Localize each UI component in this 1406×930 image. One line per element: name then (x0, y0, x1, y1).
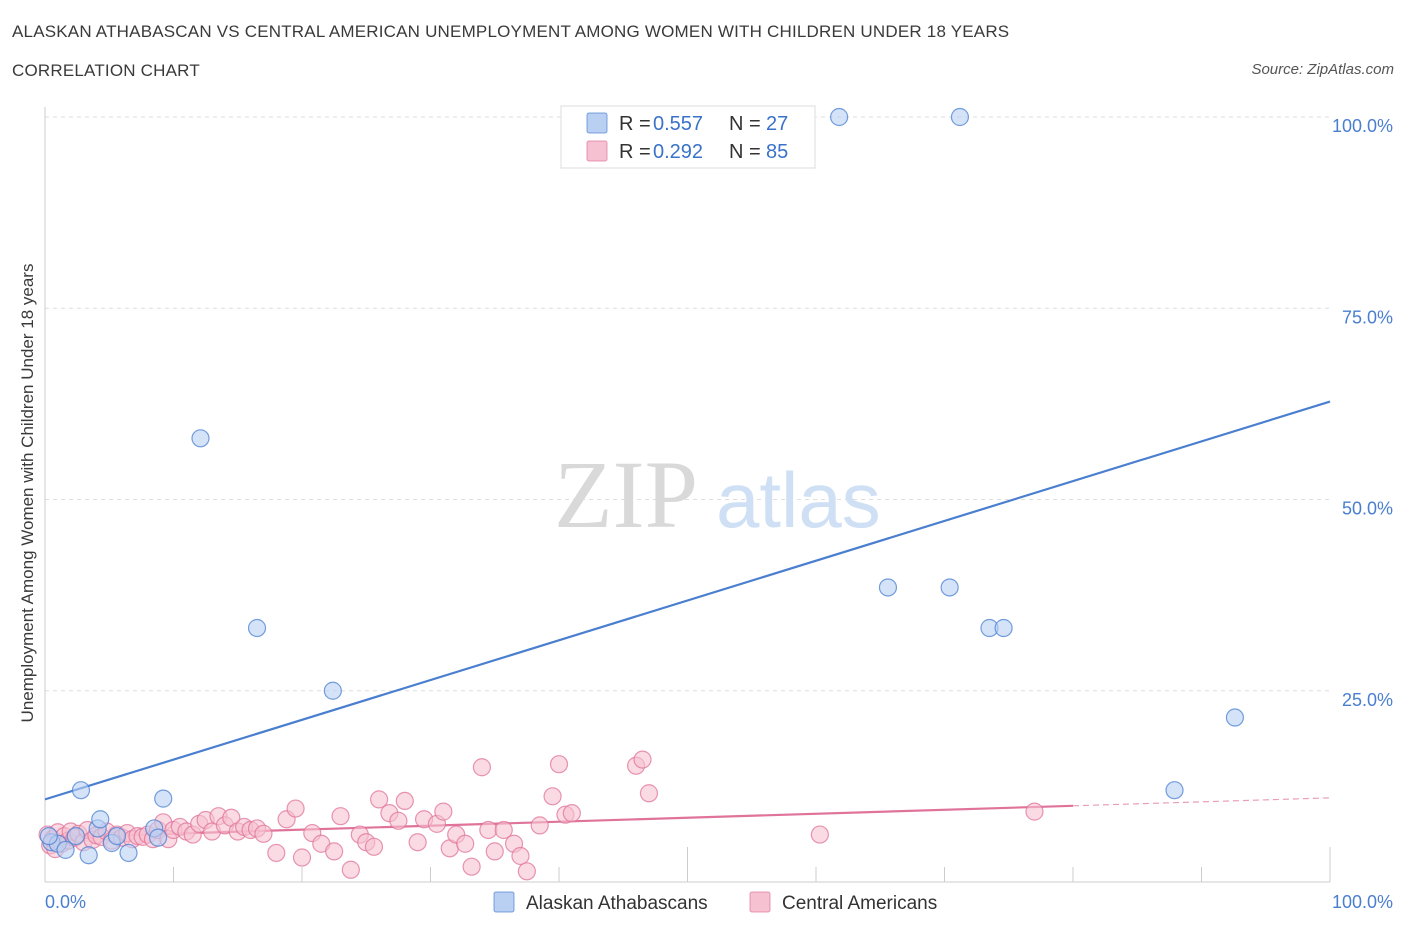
x-tick-label-0: 0.0% (45, 892, 86, 912)
point-athabascan-14 (191, 429, 210, 448)
legend-bottom-label-athabascan: Alaskan Athabascans (526, 893, 708, 914)
legend-r-label: R = (619, 141, 651, 163)
point-central-american-78 (562, 804, 581, 823)
point-central-american-83 (1025, 802, 1044, 821)
point-athabascan-19 (950, 107, 970, 127)
point-central-american-56 (370, 790, 389, 809)
point-central-american-67 (462, 857, 481, 876)
point-athabascan-26 (39, 826, 58, 846)
point-athabascan-23 (994, 618, 1013, 638)
point-athabascan-15 (247, 618, 267, 638)
point-central-american-44 (267, 843, 286, 863)
point-athabascan-18 (830, 107, 849, 127)
y-tick-label-1: 75.0% (1342, 307, 1393, 327)
y-tick-label-0: 100.0% (1332, 116, 1393, 136)
chart-title: ALASKAN ATHABASCAN VS CENTRAL AMERICAN U… (12, 22, 1010, 41)
point-central-american-47 (292, 848, 312, 867)
point-central-american-75 (543, 787, 562, 806)
grid-lines (45, 116, 1330, 692)
legend-n-label: N = (729, 141, 761, 163)
point-central-american-81 (639, 784, 659, 803)
trend-line-dashed-central-american (1072, 797, 1331, 807)
point-athabascan-10 (119, 843, 138, 863)
legend-top: R = 0.557 N = 27 R = 0.292 N = 85 (560, 105, 816, 169)
point-central-american-52 (341, 860, 360, 879)
chart-subtitle: CORRELATION CHART (12, 61, 200, 80)
point-central-american-50 (325, 842, 344, 861)
legend-bottom: Alaskan Athabascans Central Americans (493, 891, 937, 914)
legend-n-value-central-american: 85 (766, 141, 788, 163)
point-central-american-59 (395, 791, 414, 811)
point-central-american-46 (286, 799, 305, 818)
watermark-atlas: atlas (716, 456, 881, 544)
legend-n-value-athabascan: 27 (766, 113, 788, 135)
point-central-american-80 (633, 750, 652, 769)
point-athabascan-21 (940, 578, 959, 597)
y-tick-labels: 100.0% 75.0% 50.0% 25.0% (1332, 116, 1393, 710)
point-central-american-66 (456, 834, 475, 853)
watermark-zip: ZIP (554, 441, 698, 548)
point-athabascan-2 (56, 840, 75, 859)
legend-bottom-label-central-american: Central Americans (782, 893, 937, 914)
y-tick-label-2: 50.0% (1342, 499, 1393, 519)
data-points (38, 107, 1245, 881)
point-central-american-72 (511, 846, 530, 866)
legend-bottom-swatch-athabascan (493, 891, 515, 913)
point-central-american-60 (408, 833, 427, 852)
watermark: ZIP atlas (554, 441, 881, 548)
point-central-american-84 (472, 758, 491, 777)
legend-r-label: R = (619, 113, 651, 135)
y-tick-label-3: 25.0% (1342, 690, 1393, 710)
legend-n-label: N = (729, 113, 761, 135)
point-athabascan-7 (91, 810, 110, 829)
point-athabascan-25 (1225, 708, 1245, 727)
x-tick-label-1: 100.0% (1332, 892, 1393, 912)
point-athabascan-13 (154, 789, 173, 808)
point-athabascan-20 (878, 578, 898, 597)
point-athabascan-12 (148, 828, 168, 847)
point-central-american-82 (810, 825, 829, 844)
point-central-american-51 (331, 807, 350, 826)
point-athabascan-9 (107, 826, 127, 846)
point-athabascan-16 (323, 681, 342, 700)
point-athabascan-5 (79, 846, 98, 865)
y-axis-label: Unemployment Among Women with Children U… (18, 264, 37, 723)
point-central-american-58 (389, 811, 408, 830)
point-central-american-55 (364, 837, 384, 856)
point-athabascan-24 (1165, 781, 1184, 800)
legend-swatch-athabascan (586, 112, 608, 134)
legend-swatch-central-american (586, 140, 608, 162)
legend-r-value-central-american: 0.292 (653, 141, 703, 163)
legend-r-value-athabascan: 0.557 (653, 113, 703, 135)
point-central-american-70 (494, 820, 513, 840)
point-central-american-76 (549, 755, 569, 774)
point-central-american-69 (485, 842, 504, 861)
point-central-american-74 (530, 816, 549, 835)
point-central-american-43 (254, 824, 273, 843)
source-label: Source: ZipAtlas.com (1251, 61, 1394, 78)
legend-bottom-swatch-central-american (749, 891, 771, 913)
point-central-american-63 (434, 802, 453, 821)
point-central-american-73 (517, 862, 536, 881)
trend-line-athabascan (44, 400, 1331, 801)
point-athabascan-4 (71, 781, 91, 800)
point-athabascan-3 (66, 826, 85, 846)
axes (44, 107, 1331, 883)
x-tick-labels: 0.0% 100.0% (45, 892, 1393, 912)
point-central-american-68 (479, 820, 498, 840)
